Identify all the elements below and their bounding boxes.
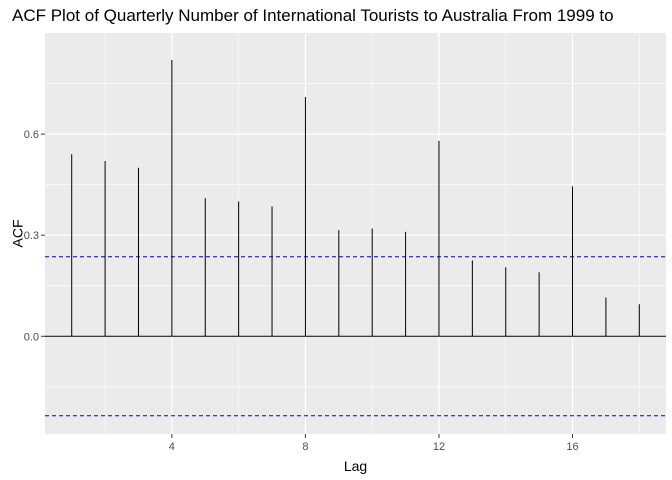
x-tick-label: 12	[433, 441, 445, 453]
x-tick-label: 16	[566, 441, 578, 453]
y-axis-ticks: 0.0 0.3 0.6	[24, 129, 45, 343]
y-axis-title: ACF	[10, 220, 26, 248]
plot-panel	[45, 33, 666, 434]
x-axis-title: Lag	[344, 458, 367, 474]
y-tick-label: 0.3	[24, 230, 39, 242]
y-tick-label: 0.6	[24, 129, 39, 141]
chart-title: ACF Plot of Quarterly Number of Internat…	[12, 6, 614, 25]
x-axis-ticks: 4 8 12 16	[169, 434, 579, 453]
confidence-bounds	[45, 256, 666, 417]
x-tick-label: 4	[169, 441, 175, 453]
acf-spikes	[71, 59, 640, 337]
y-tick-label: 0.0	[24, 331, 39, 343]
x-tick-label: 8	[302, 441, 308, 453]
